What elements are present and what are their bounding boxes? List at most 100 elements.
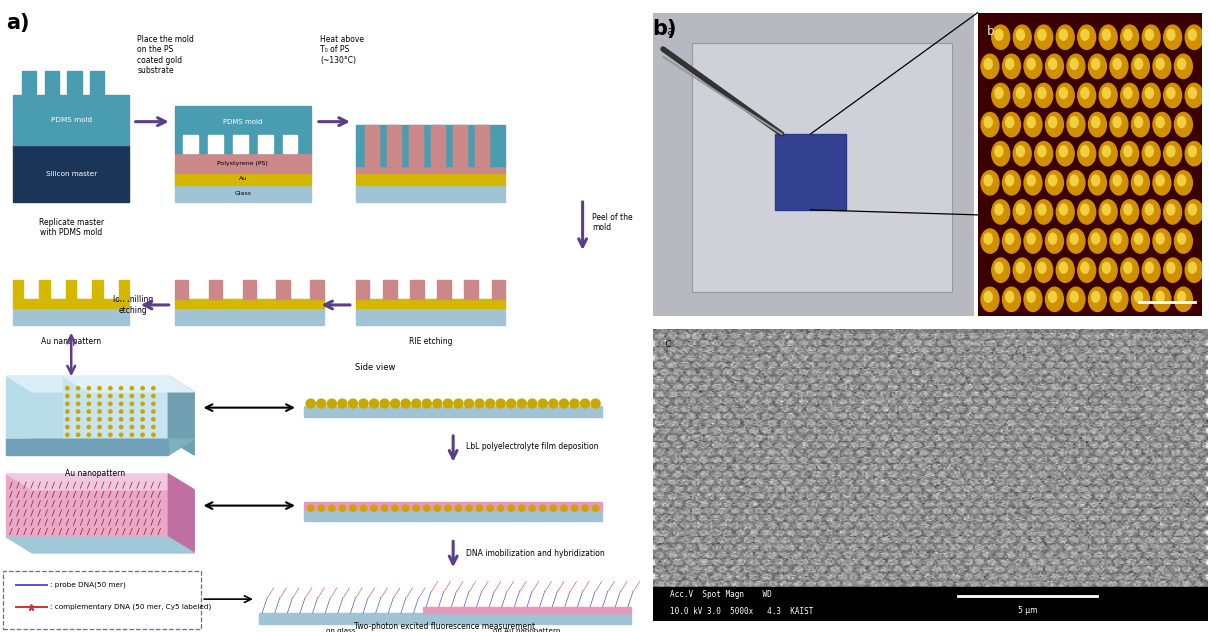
Circle shape	[581, 399, 589, 408]
Circle shape	[87, 394, 91, 398]
Bar	[174, 299, 324, 308]
Circle shape	[1156, 117, 1164, 128]
Bar	[13, 308, 129, 325]
Circle shape	[151, 394, 155, 398]
Circle shape	[327, 399, 336, 408]
Circle shape	[1006, 291, 1014, 302]
Circle shape	[65, 394, 69, 398]
Circle shape	[992, 200, 1009, 224]
Text: 5 μm: 5 μm	[1018, 606, 1037, 615]
Circle shape	[549, 399, 558, 408]
Circle shape	[465, 399, 473, 408]
Circle shape	[1016, 204, 1025, 215]
Circle shape	[984, 117, 992, 128]
Circle shape	[1135, 175, 1142, 186]
Circle shape	[1099, 25, 1117, 49]
Circle shape	[131, 394, 133, 398]
Circle shape	[1142, 142, 1160, 166]
Circle shape	[1003, 287, 1020, 312]
Circle shape	[508, 505, 514, 511]
Text: Au nanopattern: Au nanopattern	[65, 469, 126, 478]
Circle shape	[1120, 25, 1139, 49]
Bar	[13, 280, 23, 299]
Circle shape	[131, 410, 133, 413]
Circle shape	[1113, 291, 1122, 302]
Circle shape	[517, 399, 526, 408]
Circle shape	[1142, 83, 1160, 107]
Circle shape	[1060, 88, 1067, 99]
Circle shape	[1016, 88, 1025, 99]
Circle shape	[1024, 229, 1042, 253]
Circle shape	[1131, 229, 1150, 253]
Circle shape	[140, 418, 144, 421]
Circle shape	[1185, 258, 1203, 283]
Circle shape	[519, 505, 525, 511]
Circle shape	[984, 233, 992, 244]
Circle shape	[1166, 146, 1175, 157]
Circle shape	[329, 505, 335, 511]
Bar	[276, 280, 290, 299]
Circle shape	[455, 505, 461, 511]
Polygon shape	[6, 439, 168, 455]
Circle shape	[120, 425, 122, 428]
Circle shape	[422, 399, 431, 408]
Circle shape	[1078, 200, 1095, 224]
Circle shape	[76, 394, 80, 398]
Bar	[422, 607, 632, 613]
Circle shape	[1185, 142, 1203, 166]
Circle shape	[65, 433, 69, 437]
Polygon shape	[168, 474, 194, 553]
Bar	[283, 135, 298, 153]
Circle shape	[98, 402, 102, 405]
Circle shape	[1099, 258, 1117, 283]
Circle shape	[1153, 171, 1171, 195]
Circle shape	[1153, 287, 1171, 312]
Bar	[304, 406, 603, 417]
Bar	[174, 173, 311, 185]
Circle shape	[1113, 117, 1122, 128]
Bar	[208, 280, 223, 299]
Text: b): b)	[652, 19, 676, 39]
Circle shape	[359, 399, 368, 408]
Circle shape	[76, 433, 80, 437]
Circle shape	[443, 399, 453, 408]
Circle shape	[1089, 54, 1106, 78]
Bar	[242, 280, 257, 299]
Circle shape	[140, 394, 144, 398]
Circle shape	[1035, 258, 1053, 283]
Circle shape	[1124, 29, 1131, 40]
Circle shape	[1110, 112, 1128, 137]
Bar	[90, 71, 104, 95]
Circle shape	[1142, 200, 1160, 224]
Circle shape	[984, 175, 992, 186]
Circle shape	[76, 410, 80, 413]
Circle shape	[445, 505, 451, 511]
Text: a: a	[667, 25, 674, 38]
Text: Glass: Glass	[235, 191, 252, 196]
Circle shape	[338, 399, 347, 408]
Circle shape	[433, 399, 442, 408]
Circle shape	[1027, 233, 1036, 244]
Bar	[453, 125, 467, 166]
Circle shape	[1035, 200, 1053, 224]
Circle shape	[992, 258, 1009, 283]
Circle shape	[434, 505, 440, 511]
Bar	[310, 280, 324, 299]
Bar	[259, 613, 632, 624]
Circle shape	[1135, 58, 1142, 70]
Circle shape	[1024, 54, 1042, 78]
Bar	[92, 280, 103, 299]
Circle shape	[1060, 29, 1067, 40]
Circle shape	[995, 88, 1003, 99]
Circle shape	[995, 146, 1003, 157]
Bar	[13, 299, 129, 308]
Circle shape	[1124, 262, 1131, 273]
Circle shape	[1091, 58, 1100, 70]
Circle shape	[98, 394, 102, 398]
Circle shape	[1049, 117, 1056, 128]
Circle shape	[984, 291, 992, 302]
Circle shape	[87, 410, 91, 413]
Circle shape	[528, 399, 537, 408]
Circle shape	[76, 387, 80, 390]
Circle shape	[1166, 262, 1175, 273]
